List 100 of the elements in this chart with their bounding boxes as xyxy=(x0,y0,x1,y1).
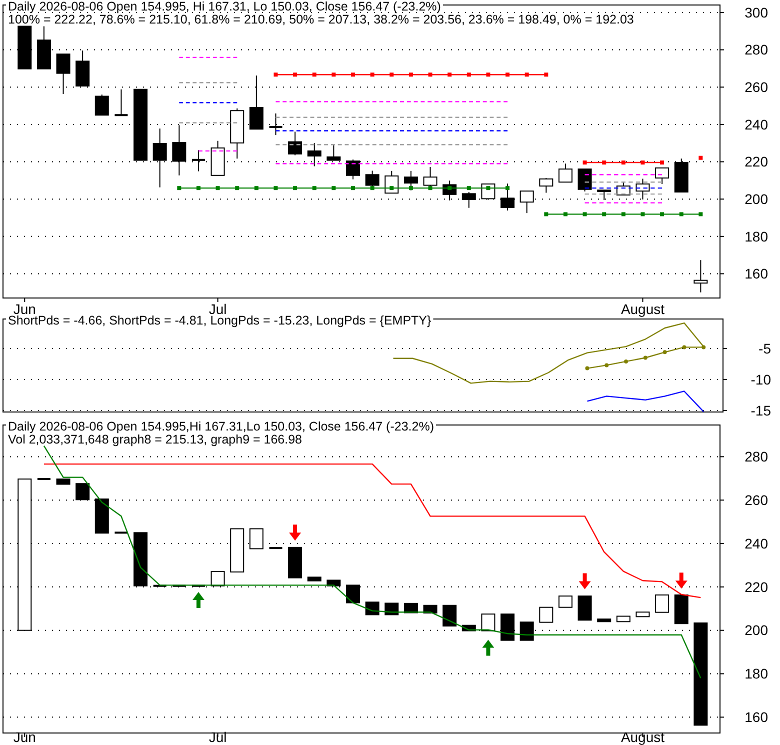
point xyxy=(177,186,182,190)
x-tick-label: August xyxy=(620,301,665,317)
y-tick-label: -10 xyxy=(750,371,772,388)
point xyxy=(390,186,394,190)
y-tick-label: 200 xyxy=(744,190,768,207)
y-tick-label: 180 xyxy=(744,666,768,682)
point xyxy=(408,186,413,190)
point xyxy=(216,186,220,190)
point xyxy=(506,186,510,190)
point xyxy=(351,186,355,190)
chart-title: ShortPds = -4.66, ShortPds = -4.81, LongPds = -15.23, LongPds = {EMPTY} xyxy=(8,313,432,328)
point xyxy=(544,72,548,77)
point xyxy=(662,350,667,354)
y-tick-label: 280 xyxy=(744,448,768,465)
text: Vol 2,033,371,648 graph8 = 215.13, graph9 = 166.98 xyxy=(8,432,302,446)
chart-title: Daily 2026-08-06 Open 154.995,Hi 167.31,Lo 150.03, Close 156.47 (-23.2%) xyxy=(8,419,434,434)
candlestick xyxy=(539,178,554,194)
point xyxy=(621,212,626,216)
point xyxy=(640,160,645,165)
y-tick-label: 180 xyxy=(744,228,768,244)
point xyxy=(390,72,394,77)
point xyxy=(235,186,240,190)
point xyxy=(466,72,471,77)
candlestick xyxy=(56,54,70,95)
point xyxy=(585,366,590,370)
candlestick xyxy=(442,604,457,626)
y-tick-label: -5 xyxy=(758,340,772,356)
candlestick xyxy=(307,142,322,167)
candlestick xyxy=(94,94,109,116)
point xyxy=(682,345,686,350)
point xyxy=(293,72,298,77)
point xyxy=(675,572,688,589)
point xyxy=(698,156,703,160)
line-series xyxy=(43,463,702,598)
point xyxy=(582,212,587,216)
y-tick-label: 260 xyxy=(744,492,768,508)
point xyxy=(196,186,200,190)
chart-title: Daily 2026-08-06 Open 154.995, Hi 167.31, Lo 150.03, Close 156.47 (-23.2%) xyxy=(8,0,441,14)
point xyxy=(621,160,626,165)
point xyxy=(466,186,471,190)
y-tick-label: 160 xyxy=(744,709,768,726)
y-tick-label: 160 xyxy=(744,266,768,282)
point xyxy=(312,72,316,77)
point xyxy=(428,72,432,77)
point xyxy=(192,592,204,608)
point xyxy=(524,72,529,77)
point xyxy=(602,212,606,216)
point xyxy=(582,160,587,165)
line-series xyxy=(43,445,702,679)
point xyxy=(274,186,278,190)
point xyxy=(312,186,316,190)
candlestick xyxy=(655,167,670,184)
point xyxy=(448,72,452,77)
y-tick-label: 220 xyxy=(744,154,768,170)
candlestick xyxy=(114,88,129,116)
point xyxy=(578,573,591,590)
point xyxy=(679,212,684,216)
point xyxy=(640,212,645,216)
candlestick xyxy=(558,163,572,183)
point xyxy=(486,72,490,77)
candlestick xyxy=(578,168,592,192)
point xyxy=(698,212,703,216)
y-tick-label: -15 xyxy=(750,402,772,418)
candlestick xyxy=(462,191,476,208)
candlestick xyxy=(288,131,302,156)
y-tick-label: 240 xyxy=(744,535,768,552)
point xyxy=(332,72,336,77)
point xyxy=(293,186,298,190)
y-tick-label: 240 xyxy=(744,116,768,132)
point xyxy=(506,72,510,77)
y-tick-label: 280 xyxy=(744,42,768,58)
point xyxy=(332,186,336,190)
candlestick xyxy=(655,594,670,613)
y-tick-label: 300 xyxy=(744,4,768,20)
y-tick-label: 200 xyxy=(744,622,768,638)
candlestick xyxy=(539,606,554,623)
point xyxy=(482,640,494,656)
point xyxy=(289,524,302,541)
point xyxy=(660,212,664,216)
point xyxy=(370,186,374,190)
point xyxy=(604,363,609,368)
point xyxy=(643,356,648,360)
point xyxy=(544,212,548,216)
x-tick-label: August xyxy=(620,729,665,745)
y-tick-label: 260 xyxy=(744,79,768,96)
point xyxy=(702,345,706,350)
point xyxy=(254,186,258,190)
point xyxy=(486,186,490,190)
point xyxy=(370,72,374,77)
candlestick xyxy=(558,596,572,608)
y-tick-label: 220 xyxy=(744,578,768,595)
candlestick xyxy=(404,602,418,614)
point xyxy=(624,359,628,364)
point xyxy=(602,160,606,165)
point xyxy=(563,212,568,216)
candlestick xyxy=(365,602,380,616)
point xyxy=(660,160,664,165)
point xyxy=(408,72,413,77)
line-series xyxy=(586,390,704,412)
text: 100% = 222.22, 78.6% = 215.10, 61.8% = 210.69, 50% = 207.13, 38.2% = 203.56, 23.6% = 198.49, 0% = 192.03 xyxy=(8,12,634,26)
